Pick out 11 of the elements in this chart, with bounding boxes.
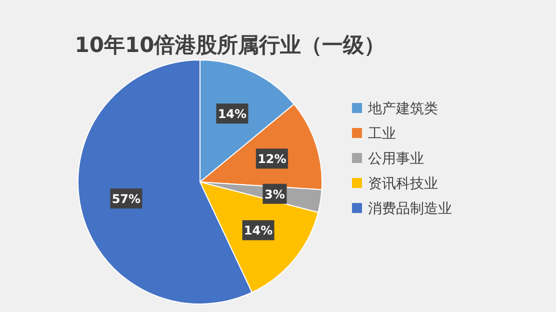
chart-title: 10年10倍港股所属行业（一级） [74, 33, 386, 57]
legend-label: 公用事业 [368, 151, 424, 167]
legend-label: 工业 [368, 126, 396, 142]
data-label: 12% [258, 152, 286, 166]
legend-label: 地产建筑类 [367, 101, 438, 117]
data-label: 14% [218, 107, 247, 122]
data-label: 3% [264, 187, 285, 202]
data-label: 57% [112, 192, 141, 206]
legend-label: 资讯科技业 [368, 176, 438, 192]
legend-label: 消费品制造业 [368, 201, 452, 217]
data-label: 14% [244, 224, 273, 238]
